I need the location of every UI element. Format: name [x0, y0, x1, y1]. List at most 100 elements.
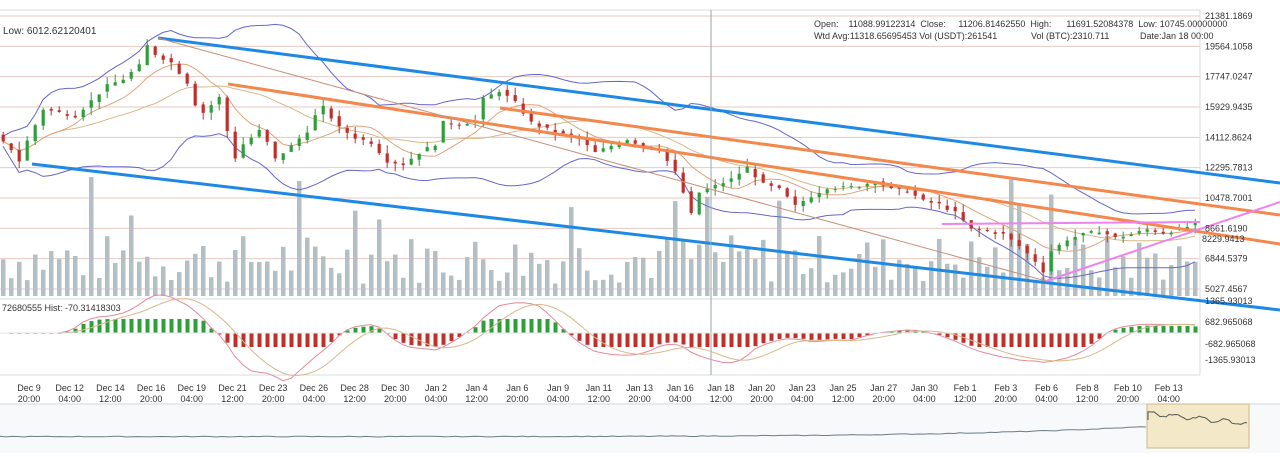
macd-bar: [249, 333, 254, 347]
time-tick-time: 12:00: [1076, 394, 1099, 404]
volume-bar: [489, 270, 494, 296]
navigator-track: [0, 405, 1280, 453]
candle-body: [505, 89, 509, 96]
volume-bar: [385, 261, 390, 296]
candle-body: [849, 185, 853, 187]
candle-body: [905, 191, 909, 193]
candle-body: [353, 133, 357, 139]
macd-bar: [1177, 325, 1182, 333]
time-tick-date: Jan 30: [911, 383, 938, 393]
macd-bar: [369, 326, 374, 333]
volume-bar: [161, 266, 166, 296]
macd-bar: [137, 319, 142, 333]
volume-bar: [17, 261, 22, 296]
volume-bar: [361, 283, 366, 296]
candle-body: [257, 129, 261, 137]
time-tick-date: Feb 13: [1155, 383, 1183, 393]
macd-bar: [1073, 333, 1078, 347]
trendlines[interactable]: [31, 36, 1280, 312]
macd-bar: [1025, 333, 1030, 347]
candle-body: [225, 97, 229, 131]
macd-bar: [1033, 333, 1038, 347]
macd-bar: [865, 333, 870, 336]
low-label: Low: 6012.62120401: [3, 26, 97, 37]
volume-bar: [505, 272, 510, 296]
price-tick-label: 6844.5379: [1205, 254, 1248, 264]
pink-support-line[interactable]: [1045, 201, 1280, 282]
volume-bar: [393, 254, 398, 296]
channel-upper-line[interactable]: [157, 36, 1280, 185]
candle-body: [329, 108, 333, 119]
channel-lower-line[interactable]: [31, 162, 1280, 312]
volume-bar: [481, 259, 486, 296]
macd-bar: [753, 333, 758, 347]
volume-bar: [409, 239, 414, 296]
volume-bar: [401, 277, 406, 296]
candle-body: [1097, 232, 1101, 235]
macd-bar: [649, 333, 654, 347]
volume-bar: [545, 260, 550, 296]
candle-body: [865, 183, 869, 187]
candle-body: [785, 188, 789, 197]
candle-body: [177, 63, 181, 74]
moving-average-fast: [2, 63, 1196, 252]
macd-bar: [97, 319, 102, 333]
macd-bar: [673, 333, 678, 343]
candle-body: [921, 194, 925, 200]
macd-bar: [985, 333, 990, 347]
candle-body: [521, 103, 525, 114]
volume-bar: [1001, 272, 1006, 296]
bollinger-upper: [2, 23, 1196, 215]
volume-bar: [1145, 257, 1150, 296]
volume-bar: [905, 263, 910, 296]
macd-bar: [513, 319, 518, 333]
time-tick-date: Dec 14: [96, 383, 125, 393]
macd-bar: [1001, 333, 1006, 347]
volume-bar: [841, 272, 846, 296]
candle-body: [809, 197, 813, 203]
orange-trendline-1[interactable]: [227, 82, 1280, 246]
candle-body: [33, 125, 37, 142]
macd-bar: [953, 333, 958, 340]
macd-bar: [1185, 325, 1190, 333]
volume-bar: [649, 277, 654, 296]
time-tick-time: 20:00: [1117, 394, 1140, 404]
volume-bar: [241, 236, 246, 296]
candle-body: [1129, 234, 1133, 237]
time-tick-date: Jan 18: [707, 383, 734, 393]
orange-trendline-2[interactable]: [499, 106, 1280, 217]
macd-bar: [657, 333, 662, 345]
pink-resistance-line[interactable]: [941, 221, 1201, 225]
volume-bar: [185, 260, 190, 296]
volume-bar: [721, 261, 726, 296]
macd-signal-line: [3, 294, 1196, 382]
candle-body: [113, 82, 117, 86]
macd-bar: [457, 333, 462, 337]
volume-bar: [337, 273, 342, 296]
time-tick-time: 04:00: [181, 394, 204, 404]
candle-body: [41, 109, 45, 126]
macd-bar: [265, 333, 270, 347]
macd-bar: [345, 330, 350, 333]
volume-bar: [521, 275, 526, 296]
time-tick-date: Jan 20: [748, 383, 775, 393]
macd-bar: [745, 333, 750, 347]
candle-body: [1081, 232, 1085, 236]
navigator-window[interactable]: [1146, 403, 1250, 449]
time-tick-date: Jan 2: [425, 383, 447, 393]
candle-body: [713, 184, 717, 189]
macd-bar: [785, 333, 790, 338]
macd-tick-label: -1365.93013: [1205, 355, 1256, 365]
volume-bar: [313, 246, 318, 296]
volume-bar: [57, 259, 62, 296]
navigator[interactable]: [0, 403, 1280, 453]
volume-bar: [977, 257, 982, 296]
macd-bar: [553, 322, 558, 333]
candle-body: [321, 105, 325, 115]
volume-bar: [529, 252, 534, 296]
volume-bar: [681, 239, 686, 296]
macd-bar: [793, 333, 798, 339]
macd-bar: [361, 326, 366, 333]
